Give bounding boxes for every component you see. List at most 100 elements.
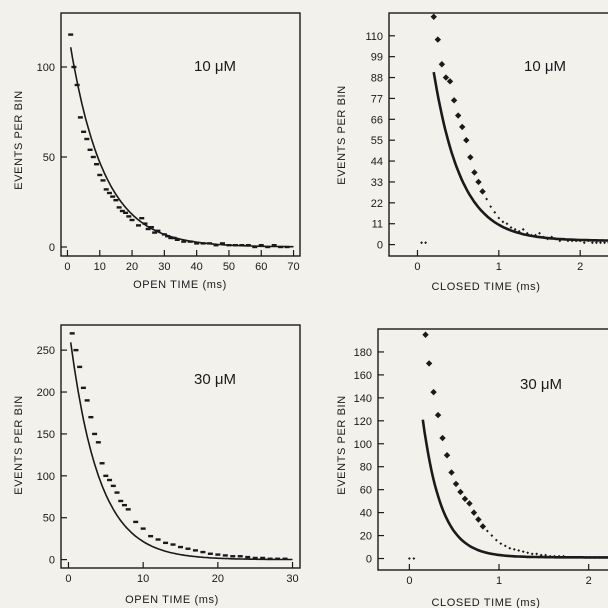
data-point xyxy=(485,197,489,201)
data-point xyxy=(584,555,588,559)
data-point xyxy=(88,415,94,419)
data-point xyxy=(116,206,122,209)
data-point xyxy=(574,239,578,243)
data-point xyxy=(230,555,236,558)
data-point xyxy=(174,238,180,241)
data-point xyxy=(517,229,521,233)
data-point xyxy=(185,547,191,550)
y-tick-label: 99 xyxy=(371,52,383,64)
data-point xyxy=(467,154,474,161)
data-point xyxy=(107,478,113,482)
data-point xyxy=(103,188,109,191)
data-point xyxy=(165,235,171,238)
data-point xyxy=(69,332,75,335)
data-point xyxy=(548,554,552,558)
data-point xyxy=(74,83,80,87)
y-tick-label: 120 xyxy=(354,416,372,428)
data-point xyxy=(570,239,574,243)
data-point xyxy=(558,239,562,243)
data-point xyxy=(542,235,545,239)
y-tick-label: 88 xyxy=(371,73,383,85)
data-point xyxy=(509,226,513,229)
data-point xyxy=(562,554,565,558)
plot-area: 0 10 20 30 0 50 100 150 200 250 xyxy=(37,332,299,585)
y-axis-label: EVENTS PER BIN xyxy=(13,395,25,494)
data-point xyxy=(215,553,221,556)
data-point xyxy=(237,555,243,558)
data-point xyxy=(142,222,148,225)
data-point xyxy=(497,216,501,220)
data-point xyxy=(508,546,512,550)
data-point xyxy=(539,553,543,557)
data-point xyxy=(434,411,442,419)
data-point xyxy=(68,33,74,36)
y-tick-label: 150 xyxy=(37,429,55,441)
data-point xyxy=(521,228,525,231)
data-point xyxy=(505,222,509,226)
data-point xyxy=(602,555,606,559)
data-point xyxy=(517,549,521,552)
data-point xyxy=(187,240,193,243)
data-point xyxy=(499,542,503,546)
data-point xyxy=(155,538,161,541)
data-point xyxy=(161,233,167,236)
data-point xyxy=(575,555,579,559)
data-point xyxy=(121,503,127,507)
y-tick-label: 180 xyxy=(354,347,372,359)
data-point xyxy=(200,242,206,245)
x-tick-label: 60 xyxy=(255,261,267,273)
y-tick-label: 0 xyxy=(49,242,55,254)
data-point xyxy=(503,544,507,548)
y-tick-label: 22 xyxy=(371,198,383,210)
data-point xyxy=(598,555,601,559)
data-point xyxy=(265,245,271,249)
data-point xyxy=(260,556,266,560)
data-point xyxy=(494,538,498,542)
plot-frame xyxy=(60,324,301,569)
data-point xyxy=(493,210,497,214)
y-axis-label: EVENTS PER BIN xyxy=(336,395,348,494)
data-point xyxy=(100,179,106,182)
y-tick-label: 80 xyxy=(360,462,372,474)
data-point xyxy=(422,331,429,338)
x-tick-label: 2 xyxy=(586,575,592,587)
data-point xyxy=(589,555,592,559)
y-tick-label: 50 xyxy=(43,152,55,164)
data-point xyxy=(113,199,119,202)
data-point xyxy=(168,236,174,240)
data-point xyxy=(73,348,79,352)
data-point xyxy=(140,527,146,530)
data-point xyxy=(90,155,96,159)
data-point xyxy=(550,235,554,239)
data-point xyxy=(425,360,433,367)
data-point xyxy=(245,555,251,559)
y-tick-label: 0 xyxy=(377,240,383,252)
data-point xyxy=(145,227,151,231)
data-point xyxy=(110,195,116,198)
data-point xyxy=(284,245,290,249)
y-tick-label: 250 xyxy=(37,345,55,357)
x-tick-label: 50 xyxy=(223,261,235,273)
data-point xyxy=(454,112,462,119)
data-point xyxy=(213,244,219,247)
data-point xyxy=(490,534,494,537)
data-point xyxy=(442,74,450,81)
plot-area: 0 1 2 0 11 22 33 44 55 66 77 88 99 110 xyxy=(365,13,608,273)
data-point xyxy=(278,245,284,249)
data-point xyxy=(84,399,90,402)
data-point xyxy=(479,523,487,530)
x-tick-label: 10 xyxy=(137,573,149,585)
data-point xyxy=(71,65,77,69)
data-point xyxy=(461,495,469,503)
data-point xyxy=(571,555,574,559)
data-point xyxy=(136,224,142,227)
data-point xyxy=(562,237,566,241)
data-point xyxy=(114,491,120,494)
data-point xyxy=(80,386,86,390)
data-point xyxy=(97,173,103,177)
data-point xyxy=(77,365,83,369)
data-point xyxy=(553,554,556,558)
y-tick-label: 60 xyxy=(360,485,372,497)
data-point xyxy=(530,552,534,556)
plot-frame xyxy=(388,12,608,257)
